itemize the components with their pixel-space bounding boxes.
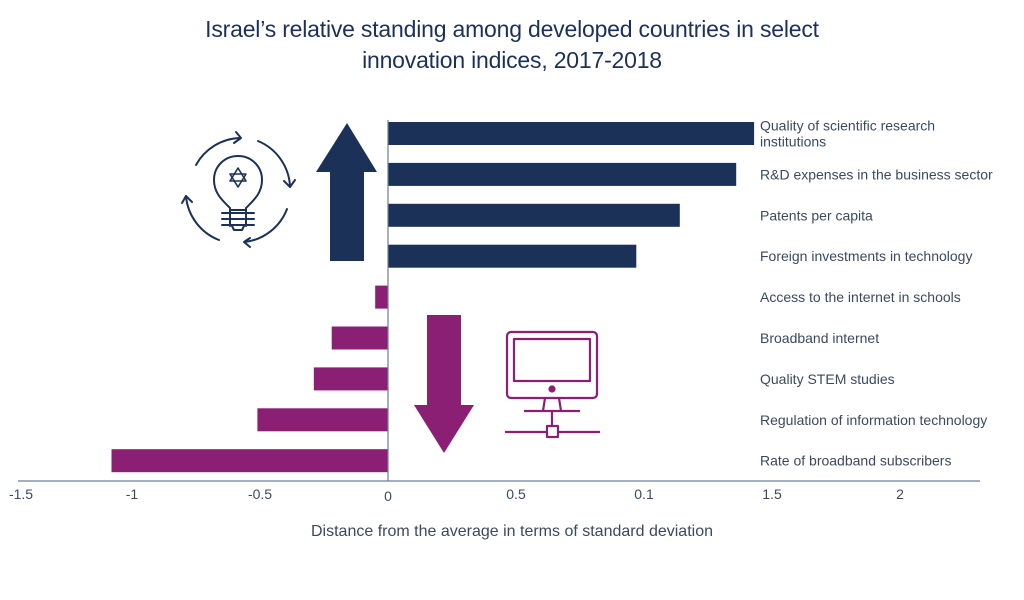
bars-group xyxy=(111,122,755,473)
cycle-arc-4 xyxy=(185,195,220,241)
cycle-arrowhead-4 xyxy=(181,195,193,204)
category-label: Broadband internet xyxy=(760,330,879,346)
network-node xyxy=(545,424,560,439)
chart-title-line-2: innovation indices, 2017-2018 xyxy=(362,47,662,73)
bar-4 xyxy=(375,285,388,309)
x-tick-label: 2 xyxy=(896,486,904,502)
cycle-arrowhead-1 xyxy=(233,131,242,144)
down-arrow-icon xyxy=(414,315,474,453)
category-labels-group: Quality of scientific research institutio… xyxy=(760,118,993,469)
chart-title-line-1: Israel’s relative standing among develop… xyxy=(205,16,819,42)
monitor-stand xyxy=(541,397,563,412)
bar-8 xyxy=(111,449,388,473)
cycle-arc-2 xyxy=(257,140,291,187)
bulb-tip xyxy=(231,225,245,231)
bar-6 xyxy=(313,367,388,391)
x-tick-label: 0.1 xyxy=(634,486,654,502)
category-label-line: institutions xyxy=(760,134,826,150)
bulb-glass xyxy=(213,155,263,211)
category-label-line: Quality of scientific research xyxy=(760,118,935,134)
category-label: Access to the internet in schools xyxy=(760,289,961,305)
x-tick-label: -0.5 xyxy=(248,486,272,502)
bar-2 xyxy=(388,203,680,227)
star-triangle-down xyxy=(229,173,247,188)
x-tick-label: -1 xyxy=(126,486,139,502)
cycle-arc-3 xyxy=(244,208,288,243)
up-arrow-icon xyxy=(316,123,377,261)
x-tick-label: 0 xyxy=(384,488,392,504)
bar-1 xyxy=(388,162,737,186)
category-label: Rate of broadband subscribers xyxy=(760,453,951,469)
x-tick-label: 0.5 xyxy=(506,486,526,502)
networked-computer-icon xyxy=(505,330,600,439)
x-tick-labels-group: -1.5 -1 -0.5 0 0.5 0.1 1.5 2 xyxy=(9,486,904,504)
category-label: Regulation of information technology xyxy=(760,412,987,428)
category-label: Patents per capita xyxy=(760,207,873,223)
cycle-arrowhead-3 xyxy=(243,237,251,248)
monitor-power-dot xyxy=(548,385,556,393)
category-label: Foreign investments in technology xyxy=(760,248,972,264)
x-tick-label: 1.5 xyxy=(762,486,782,502)
x-tick-label: -1.5 xyxy=(9,486,33,502)
chart-title: Israel’s relative standing among develop… xyxy=(0,14,1024,76)
bar-7 xyxy=(257,408,388,432)
bar-5 xyxy=(331,326,388,350)
monitor-screen xyxy=(512,337,592,383)
cycle-arrowhead-2 xyxy=(283,179,296,188)
x-axis-title: Distance from the average in terms of st… xyxy=(311,523,713,540)
category-label: Quality STEM studies xyxy=(760,371,895,387)
lightbulb-star-of-david-cycle-icon xyxy=(181,131,296,248)
monitor-frame xyxy=(505,330,599,400)
bar-0 xyxy=(388,122,755,145)
category-label: R&D expenses in the business sector xyxy=(760,166,993,182)
category-label: Quality of scientific research institutio… xyxy=(760,118,935,150)
bar-3 xyxy=(388,244,637,268)
cycle-arc-1 xyxy=(195,137,241,166)
